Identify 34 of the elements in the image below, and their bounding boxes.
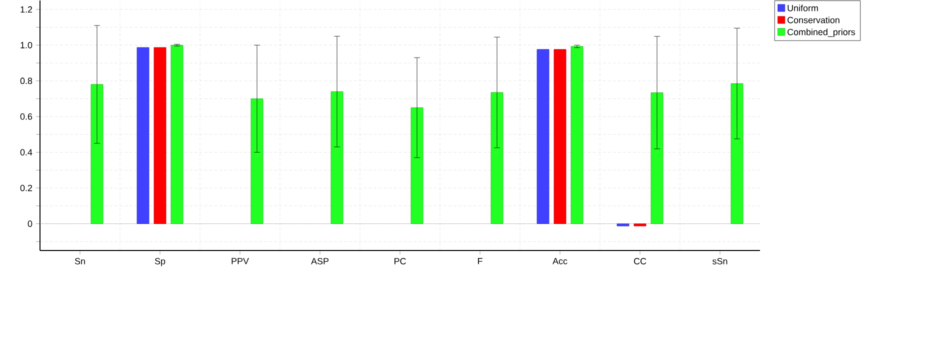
bar bbox=[154, 47, 166, 224]
bar bbox=[616, 223, 630, 226]
bar bbox=[554, 49, 566, 224]
bar bbox=[730, 83, 744, 224]
y-tick-label: 1.0 bbox=[20, 42, 32, 48]
bar bbox=[90, 84, 104, 224]
y-tick-label: 0.2 bbox=[20, 184, 32, 192]
bar bbox=[634, 223, 646, 226]
bar bbox=[250, 98, 264, 224]
x-tick-label: PPV bbox=[232, 258, 249, 264]
bar bbox=[650, 92, 664, 224]
bar bbox=[490, 92, 504, 224]
x-tick-label: PC bbox=[394, 258, 406, 264]
legend-label: Conservation bbox=[788, 16, 840, 24]
bar bbox=[330, 91, 344, 224]
x-tick-label: sSn bbox=[712, 258, 728, 264]
y-tick-label: 0.8 bbox=[20, 78, 32, 84]
x-tick-label: ASP bbox=[311, 258, 329, 264]
bar bbox=[170, 44, 184, 224]
x-tick-label: Sn bbox=[74, 258, 85, 264]
x-tick-label: Sp bbox=[154, 258, 166, 266]
y-tick-label: 0 bbox=[28, 220, 32, 227]
y-tick-label: 1.2 bbox=[20, 6, 32, 12]
x-tick-label: F bbox=[478, 258, 482, 264]
y-tick-label: 0.6 bbox=[20, 113, 32, 120]
bar bbox=[410, 107, 424, 224]
legend-label: Uniform bbox=[788, 4, 818, 12]
bar bbox=[136, 47, 150, 224]
x-tick-label: Acc bbox=[552, 258, 568, 264]
bar bbox=[570, 46, 584, 224]
bar bbox=[536, 49, 550, 224]
y-tick-label: 0.4 bbox=[20, 149, 32, 156]
legend-label: Combined_priors bbox=[788, 28, 856, 37]
x-tick-label: CC bbox=[634, 258, 646, 264]
